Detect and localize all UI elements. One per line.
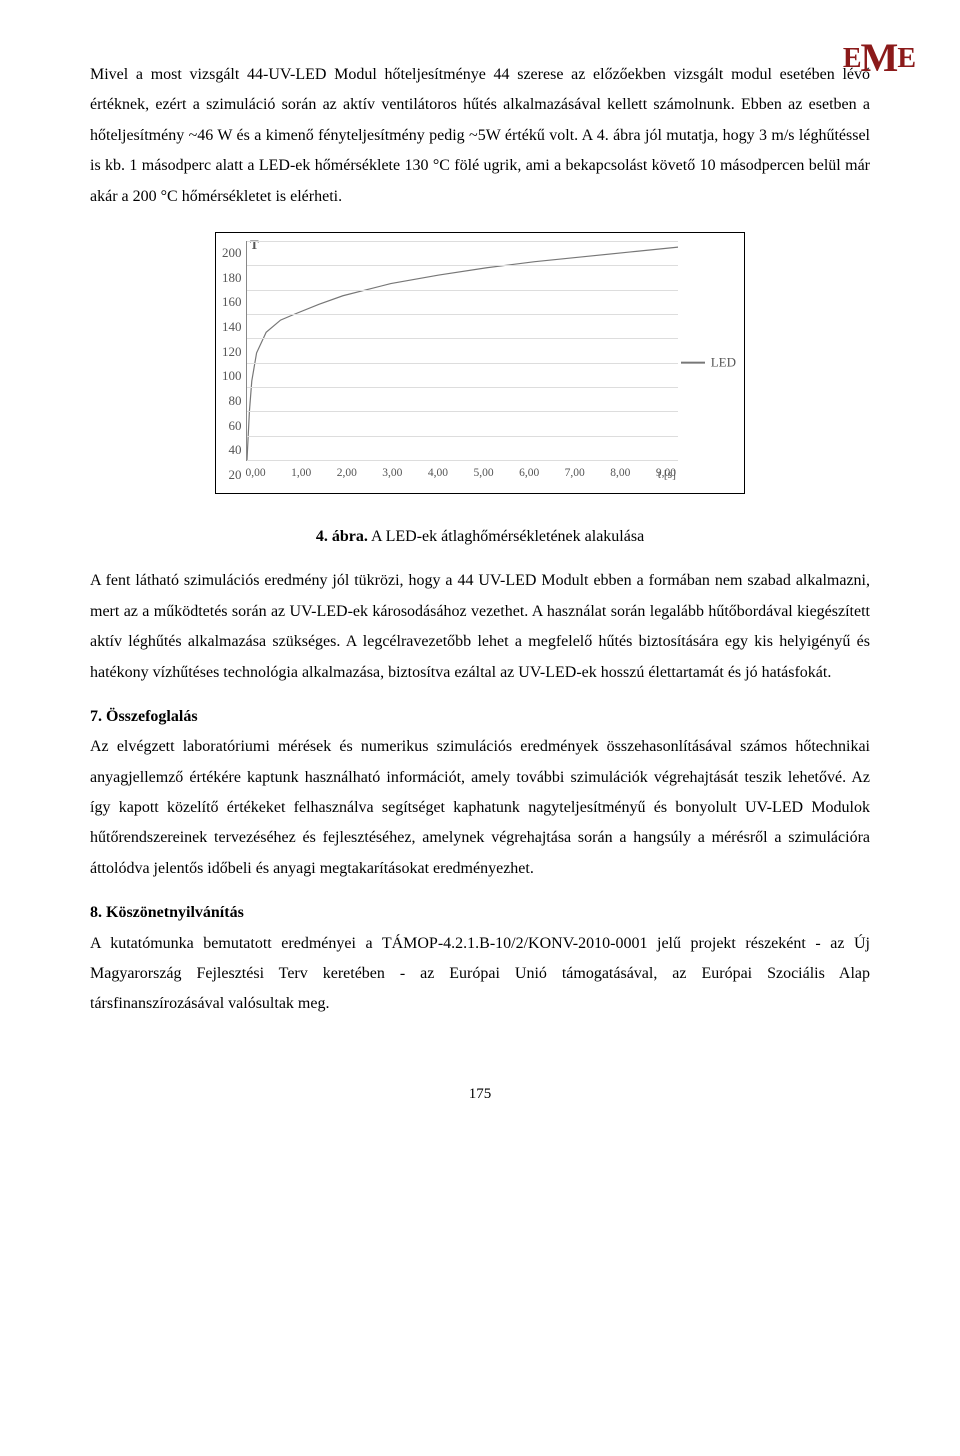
gridline — [247, 363, 679, 364]
chart-plot-outer: 0,001,002,003,004,005,006,007,008,009,00 — [246, 239, 679, 489]
paragraph-3: Az elvégzett laboratóriumi mérések és nu… — [90, 732, 870, 884]
logo-right: E — [897, 43, 915, 74]
chart-area: 20018016014012010080604020 0,00 1,00 2,00 3… — [222, 239, 738, 489]
gridline — [247, 314, 679, 315]
chart-curve — [247, 241, 679, 460]
x-tick-label: 8,00 — [610, 463, 630, 485]
legend-line-icon — [681, 362, 705, 364]
legend-label: LED — [711, 351, 736, 376]
chart-y-labels: 20018016014012010080604020 — [222, 241, 246, 461]
paragraph-4: A kutatómunka bemutatott eredményei a TÁ… — [90, 929, 870, 1020]
chart-x-labels: 0,001,002,003,004,005,006,007,008,009,00 — [246, 463, 679, 485]
gridline — [247, 265, 679, 266]
x-tick-label: 0,00 — [246, 463, 266, 485]
paragraph-1: Mivel a most vizsgált 44-UV-LED Modul hő… — [90, 60, 870, 212]
y-tick-label: 100 — [222, 364, 242, 389]
gridline — [247, 387, 679, 388]
gridline — [247, 338, 679, 339]
y-tick-label: 120 — [222, 340, 242, 365]
caption-bold: 4. ábra. — [316, 528, 368, 545]
figure-caption: 4. ábra. A LED-ek átlaghőmérsékletének a… — [90, 522, 870, 552]
logo: EME — [843, 20, 915, 96]
gridline — [247, 460, 679, 461]
chart-plot — [246, 241, 679, 461]
gridline — [247, 411, 679, 412]
section-7-title: 7. Összefoglalás — [90, 702, 870, 732]
x-tick-label: 7,00 — [565, 463, 585, 485]
y-tick-label: 40 — [229, 438, 242, 463]
x-tick-label: 6,00 — [519, 463, 539, 485]
y-tick-label: 140 — [222, 315, 242, 340]
y-tick-label: 60 — [229, 414, 242, 439]
page-number: 175 — [90, 1080, 870, 1109]
x-tick-label: 3,00 — [382, 463, 402, 485]
paragraph-2: A fent látható szimulációs eredmény jól … — [90, 566, 870, 688]
caption-text: A LED-ek átlaghőmérsékletének alakulása — [368, 528, 644, 545]
gridline — [247, 241, 679, 242]
gridline — [247, 290, 679, 291]
chart-box: T 20018016014012010080604020 0,001,002,0… — [215, 232, 745, 494]
x-tick-label: 1,00 — [291, 463, 311, 485]
logo-mid: M — [861, 35, 898, 80]
y-tick-label: 200 — [222, 241, 242, 266]
y-tick-label: 80 — [229, 389, 242, 414]
y-tick-label: 160 — [222, 290, 242, 315]
section-8-title: 8. Köszönetnyilvánítás — [90, 898, 870, 928]
x-tick-label: 4,00 — [428, 463, 448, 485]
chart-legend: LED — [681, 351, 736, 376]
chart-container: T 20018016014012010080604020 0,001,002,0… — [215, 232, 745, 494]
logo-left: E — [843, 43, 861, 74]
y-tick-label: 20 — [229, 463, 242, 488]
x-tick-label: 2,00 — [337, 463, 357, 485]
chart-x-unit: t [s] — [658, 465, 676, 487]
x-tick-label: 5,00 — [473, 463, 493, 485]
gridline — [247, 436, 679, 437]
y-tick-label: 180 — [222, 266, 242, 291]
